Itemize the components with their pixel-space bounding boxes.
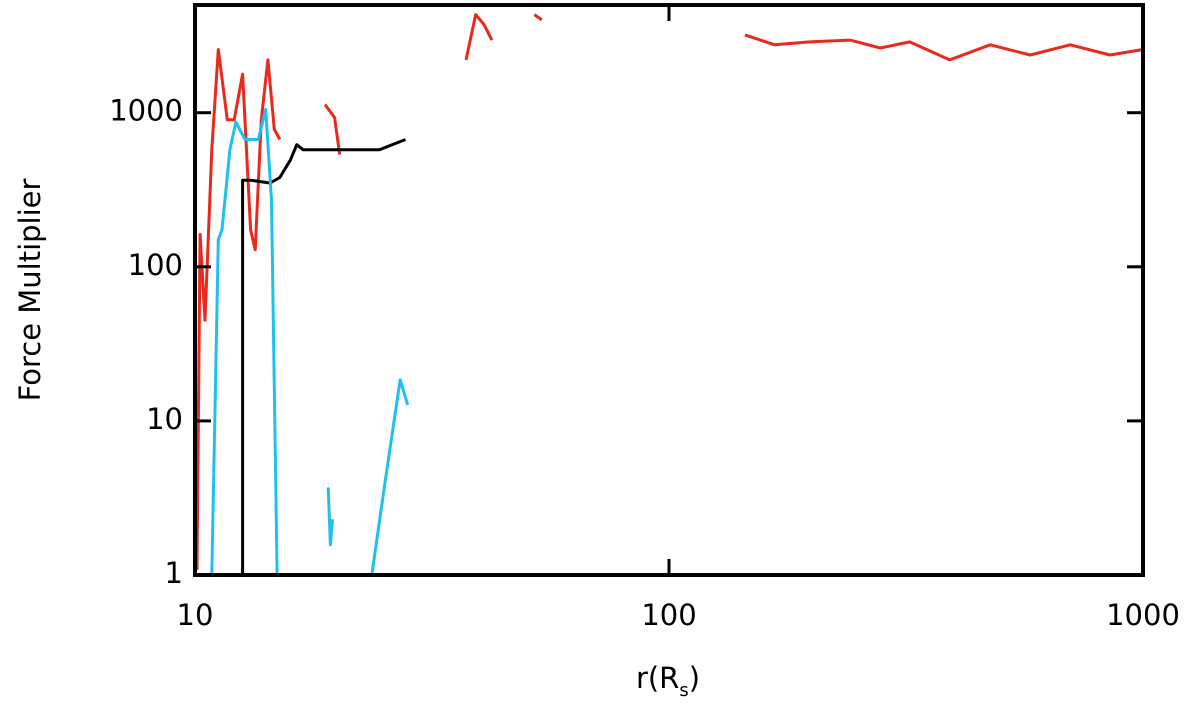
y-tick-label: 10 <box>146 402 183 436</box>
y-tick-label: 1 <box>165 556 183 590</box>
x-axis-label-close: ) <box>689 661 700 695</box>
y-tick-label: 1000 <box>109 94 183 128</box>
y-tick-label: 100 <box>128 248 183 282</box>
data-line <box>195 13 1143 570</box>
x-tick-label: 1000 <box>1106 598 1180 632</box>
y-axis-label: Force Multiplier <box>13 179 47 402</box>
x-axis-label-main: r(R <box>636 661 679 695</box>
x-tick-label: 100 <box>641 598 696 632</box>
x-tick-label: 10 <box>177 598 214 632</box>
data-line <box>210 107 410 575</box>
data-line <box>241 138 407 575</box>
x-axis-label: r(Rs) <box>636 661 700 701</box>
plot-frame <box>193 3 1145 577</box>
x-axis-label-sub: s <box>679 680 688 701</box>
